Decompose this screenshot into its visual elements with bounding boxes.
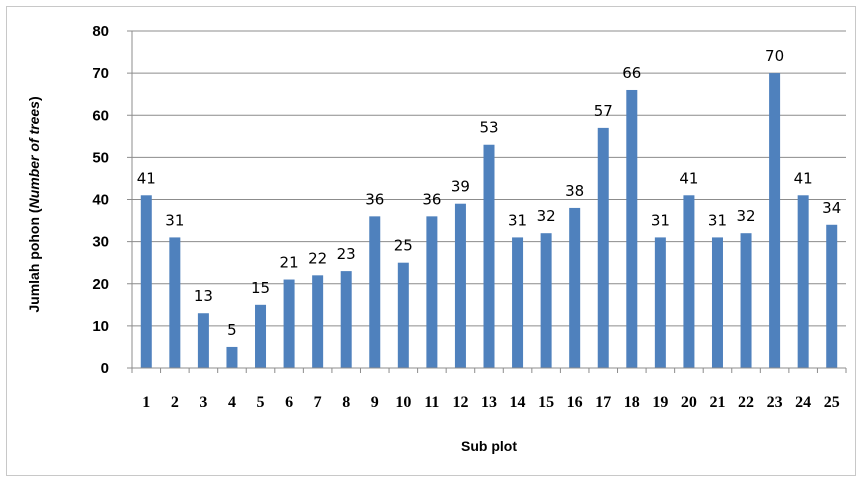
- data-label-5: 15: [251, 279, 270, 297]
- x-tick-label-13: 13: [481, 394, 497, 411]
- data-label-12: 39: [451, 178, 470, 196]
- data-label-2: 31: [165, 211, 184, 229]
- data-label-24: 41: [794, 169, 813, 187]
- data-label-22: 32: [736, 207, 755, 225]
- data-label-18: 66: [622, 64, 641, 82]
- data-label-23: 70: [765, 47, 784, 65]
- x-tick-label-1: 1: [142, 394, 150, 411]
- x-tick-label-7: 7: [314, 394, 322, 411]
- bar-10: [397, 262, 409, 368]
- x-tick-label-10: 10: [395, 394, 411, 411]
- bar-6: [283, 279, 295, 368]
- x-tick-labels: 1 2 3 4 5 6 7 8 9 10 11 12 13 14 15 16 17 18 19 20 21 22 23 24 2…: [142, 394, 839, 411]
- y-axis-title-main: Jumlah pohon (: [26, 208, 42, 313]
- x-tick-label-23: 23: [767, 394, 783, 411]
- bar-3: [197, 313, 209, 368]
- data-label-4: 5: [227, 321, 237, 339]
- bar-2: [169, 237, 181, 368]
- x-tick-label-11: 11: [424, 394, 439, 411]
- x-axis-title-text: Sub plot: [461, 438, 517, 454]
- x-tick-label-2: 2: [171, 394, 179, 411]
- bar-8: [340, 271, 352, 368]
- x-tick-label-14: 14: [510, 394, 526, 411]
- x-tick-label-17: 17: [595, 394, 611, 411]
- data-label-13: 53: [479, 119, 498, 137]
- bar-4: [226, 346, 238, 368]
- bars: [140, 73, 838, 368]
- bar-23: [769, 73, 781, 368]
- data-label-16: 38: [565, 182, 584, 200]
- x-tick-label-20: 20: [681, 394, 697, 411]
- x-tick-label-21: 21: [709, 394, 725, 411]
- data-label-15: 32: [537, 207, 556, 225]
- x-tick-label-16: 16: [567, 394, 583, 411]
- y-tick-label-60: 60: [92, 107, 109, 124]
- bar-1: [140, 195, 152, 368]
- x-axis-title: Sub plot: [461, 438, 517, 454]
- data-label-3: 13: [194, 287, 213, 305]
- bar-15: [540, 233, 552, 368]
- x-tick-label-3: 3: [199, 394, 207, 411]
- y-axis-title-end: ): [26, 96, 42, 101]
- data-label-1: 41: [137, 169, 156, 187]
- data-label-20: 41: [679, 169, 698, 187]
- bar-18: [626, 89, 638, 368]
- bar-22: [740, 233, 752, 368]
- data-label-21: 31: [708, 211, 727, 229]
- data-label-17: 57: [594, 102, 613, 120]
- y-tick-label-10: 10: [92, 318, 109, 335]
- data-label-8: 23: [337, 245, 356, 263]
- bar-11: [426, 216, 438, 368]
- data-label-14: 31: [508, 211, 527, 229]
- data-label-9: 36: [365, 190, 384, 208]
- bar-25: [826, 224, 838, 368]
- x-tick-label-18: 18: [624, 394, 640, 411]
- x-tick-label-15: 15: [538, 394, 554, 411]
- x-tick-label-4: 4: [228, 394, 236, 411]
- data-label-11: 36: [422, 190, 441, 208]
- data-label-6: 21: [280, 254, 299, 272]
- x-tick-label-6: 6: [285, 394, 293, 411]
- bar-21: [711, 237, 723, 368]
- y-tick-label-0: 0: [101, 360, 109, 377]
- bar-7: [312, 275, 324, 368]
- y-tick-label-70: 70: [92, 65, 109, 82]
- data-label-10: 25: [394, 237, 413, 255]
- bar-17: [597, 127, 609, 368]
- bar-19: [654, 237, 666, 368]
- data-label-19: 31: [651, 211, 670, 229]
- data-label-7: 22: [308, 249, 327, 267]
- bar-9: [369, 216, 381, 368]
- bar-20: [683, 195, 695, 368]
- y-axis-title-italic: Number of trees: [26, 101, 42, 209]
- bar-24: [797, 195, 809, 368]
- y-tick-label-40: 40: [92, 192, 109, 209]
- x-tick-label-22: 22: [738, 394, 754, 411]
- x-tick-label-8: 8: [342, 394, 350, 411]
- y-tick-label-20: 20: [92, 276, 109, 293]
- bar-13: [483, 144, 495, 368]
- x-tick-label-9: 9: [371, 394, 379, 411]
- x-tick-label-25: 25: [824, 394, 840, 411]
- y-tick-label-80: 80: [92, 23, 109, 40]
- bar-5: [255, 304, 267, 368]
- y-tick-labels: 0 10 20 30 40 50 60 70 80: [92, 23, 109, 377]
- x-tick-label-5: 5: [257, 394, 265, 411]
- bar-14: [512, 237, 524, 368]
- data-label-25: 34: [822, 199, 841, 217]
- x-tick-label-19: 19: [652, 394, 668, 411]
- bar-16: [569, 207, 581, 368]
- bar-12: [454, 203, 466, 368]
- x-tick-label-24: 24: [795, 394, 811, 411]
- data-labels: 41 31 13 5 15 21 22 23 36 25 36 39 53 31 32 38 57 66 31 41 3…: [137, 47, 842, 339]
- y-tick-label-30: 30: [92, 234, 109, 251]
- y-tick-label-50: 50: [92, 149, 109, 166]
- y-axis-title: Jumlah pohon (Number of trees): [26, 96, 42, 312]
- x-tick-label-12: 12: [452, 394, 468, 411]
